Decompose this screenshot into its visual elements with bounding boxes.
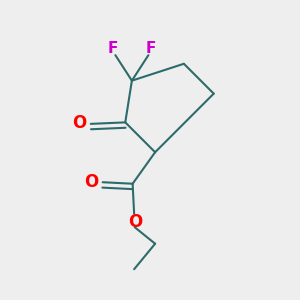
Text: F: F (146, 41, 156, 56)
Text: F: F (108, 41, 118, 56)
Text: O: O (128, 213, 142, 231)
Text: O: O (84, 172, 98, 190)
Text: O: O (72, 114, 86, 132)
